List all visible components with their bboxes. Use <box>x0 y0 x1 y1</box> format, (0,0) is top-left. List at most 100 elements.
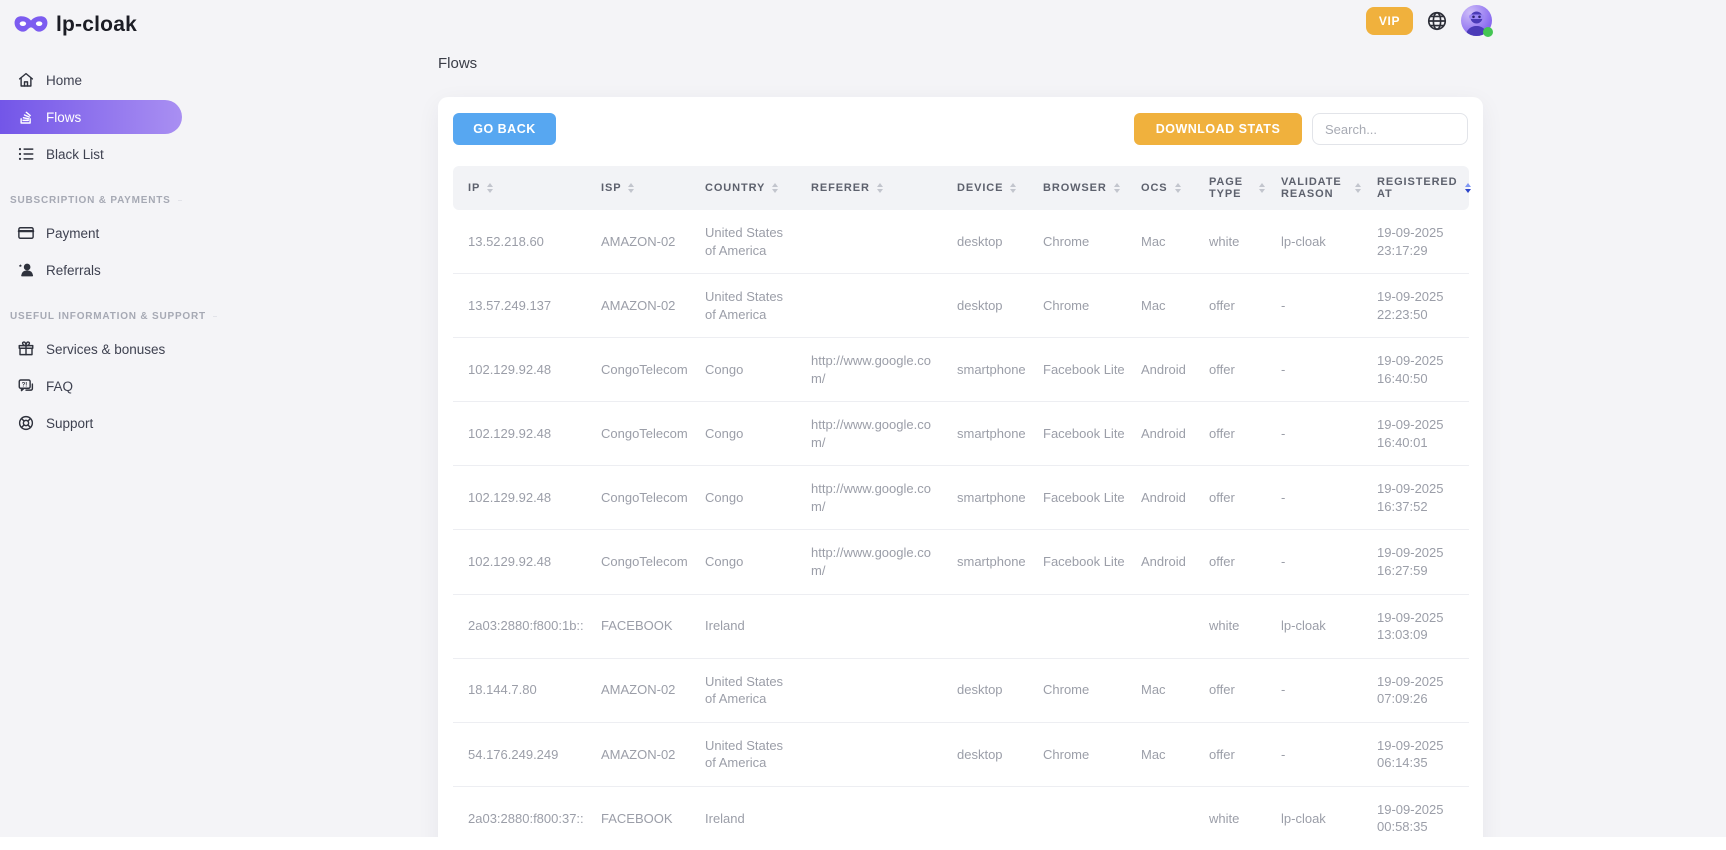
table-row: 102.129.92.48 CongoTelecom Congo http://www… <box>453 530 1469 595</box>
avatar[interactable] <box>1461 5 1493 37</box>
cell-ocs: Android <box>1141 361 1186 377</box>
cell-validate_reason: - <box>1281 746 1286 762</box>
table-row: 102.129.92.48 CongoTelecom Congo http://www… <box>453 338 1469 402</box>
sidebar-item-label: FAQ <box>46 378 74 394</box>
column-header-isp[interactable]: ISP <box>593 166 697 210</box>
sidebar-item-label: Referrals <box>46 262 101 278</box>
cell-isp: AMAZON-02 <box>601 233 676 249</box>
sidebar-item-label: Home <box>46 72 83 88</box>
cell-referer <box>803 722 949 786</box>
cell-referer: http://www.google.com/ <box>811 545 931 579</box>
online-status-dot <box>1483 27 1493 37</box>
column-header-ocs[interactable]: OCS <box>1133 166 1201 210</box>
column-label: BROWSER <box>1043 182 1107 194</box>
cell-browser: Facebook Lite <box>1043 426 1125 442</box>
column-header-referer[interactable]: REFERER <box>803 166 949 210</box>
column-header-validate-reason[interactable]: VALIDATE REASON <box>1273 166 1369 210</box>
cell-registered_at: 19-09-2025 16:27:59 <box>1377 545 1444 579</box>
cell-browser: Facebook Lite <box>1043 554 1125 570</box>
referrals-icon <box>17 261 35 279</box>
sort-icon[interactable] <box>1174 183 1181 193</box>
cell-referer: http://www.google.com/ <box>811 481 931 514</box>
cell-country: Ireland <box>705 618 745 634</box>
cell-page_type: offer <box>1209 490 1235 506</box>
cell-isp: CongoTelecom <box>601 426 688 442</box>
table-row: 18.144.7.80 AMAZON-02 United States of Ame… <box>453 658 1469 723</box>
cell-isp: CongoTelecom <box>601 490 688 506</box>
column-header-device[interactable]: DEVICE <box>949 166 1035 210</box>
sort-icon[interactable] <box>1464 183 1471 193</box>
column-label: COUNTRY <box>705 182 766 194</box>
cell-page_type: offer <box>1209 554 1235 570</box>
flows-table: IP ISP COUNTRY REFERER DEVICE BROWSER OCS PAGE … <box>453 166 1471 850</box>
column-header-page-type[interactable]: PAGE TYPE <box>1201 166 1273 210</box>
cell-referer <box>803 274 949 338</box>
cell-isp: AMAZON-02 <box>601 682 676 698</box>
cell-ocs: Android <box>1141 426 1186 442</box>
cell-isp: FACEBOOK <box>601 618 673 634</box>
cell-referer: http://www.google.com/ <box>811 417 931 450</box>
page-title: Flows <box>438 55 478 72</box>
cell-browser: Facebook Lite <box>1043 490 1125 506</box>
table-row: 2a03:2880:f800:1b:: FACEBOOK Ireland white l… <box>453 594 1469 659</box>
cell-ocs: Mac <box>1141 297 1166 313</box>
flows-icon <box>17 108 35 126</box>
sidebar-nav: Home Flows Black List SUBSCRIPTION & PAYMEN… <box>0 63 205 440</box>
globe-icon[interactable] <box>1426 10 1448 32</box>
cell-isp: CongoTelecom <box>601 554 688 570</box>
cell-validate_reason: lp-cloak <box>1281 233 1326 249</box>
cell-ocs: Android <box>1141 554 1186 570</box>
bottom-strip <box>0 837 1726 850</box>
sort-icon[interactable] <box>1010 183 1017 193</box>
cell-ocs: Android <box>1141 490 1186 506</box>
cell-ocs: Mac <box>1141 746 1166 762</box>
table-row: 2a03:2880:f800:37:: FACEBOOK Ireland white l… <box>453 786 1469 850</box>
column-header-ip[interactable]: IP <box>453 166 593 210</box>
cell-browser: Facebook Lite <box>1043 361 1125 377</box>
sort-icon[interactable] <box>1113 183 1120 193</box>
cell-country: United States of America <box>705 673 784 707</box>
sidebar-item-support[interactable]: Support <box>0 406 182 440</box>
cell-validate_reason: lp-cloak <box>1281 810 1326 826</box>
vip-button[interactable]: VIP <box>1366 6 1413 35</box>
support-icon <box>17 414 35 432</box>
cell-ocs <box>1133 594 1201 658</box>
sidebar-item-flows[interactable]: Flows <box>0 100 182 134</box>
cell-validate_reason: lp-cloak <box>1281 618 1326 634</box>
cell-page_type: offer <box>1209 297 1235 313</box>
sidebar-section-header-label: SUBSCRIPTION & PAYMENTS <box>10 195 171 206</box>
download-stats-button[interactable]: DOWNLOAD STATS <box>1134 113 1302 145</box>
table-row: 102.129.92.48 CongoTelecom Congo http://www… <box>453 466 1469 530</box>
sidebar-item-black-list[interactable]: Black List <box>0 137 182 171</box>
sidebar-item-payment[interactable]: Payment <box>0 216 182 250</box>
cell-ip: 18.144.7.80 <box>468 682 537 698</box>
sort-icon[interactable] <box>1259 183 1265 193</box>
sidebar-item-label: Services & bonuses <box>46 341 166 357</box>
sidebar-item-home[interactable]: Home <box>0 63 182 97</box>
sort-icon[interactable] <box>772 183 779 193</box>
sidebar-item-faq[interactable]: ?! FAQ <box>0 369 182 403</box>
cell-ip: 54.176.249.249 <box>468 746 559 762</box>
cell-browser: Chrome <box>1043 746 1090 762</box>
column-header-registered-at[interactable]: REGISTERED AT <box>1369 166 1471 210</box>
cell-ip: 102.129.92.48 <box>468 554 552 570</box>
sort-icon[interactable] <box>876 183 883 193</box>
cell-page_type: offer <box>1209 746 1235 762</box>
cell-country: Congo <box>705 490 744 506</box>
main-content: Flows GO BACK DOWNLOAD STATS IP ISP COUNTR… <box>438 55 1483 850</box>
cell-device: smartphone <box>957 490 1026 506</box>
cell-browser: Chrome <box>1043 233 1090 249</box>
sort-icon[interactable] <box>628 183 635 193</box>
sidebar-item-referrals[interactable]: Referrals <box>0 253 182 287</box>
mask-logo-icon <box>14 15 48 35</box>
sort-icon[interactable] <box>1355 183 1361 193</box>
column-header-browser[interactable]: BROWSER <box>1035 166 1133 210</box>
cell-validate_reason: - <box>1281 426 1286 442</box>
flows-card: GO BACK DOWNLOAD STATS IP ISP COUNTRY REFER… <box>438 97 1483 850</box>
search-input[interactable] <box>1312 113 1468 145</box>
column-header-country[interactable]: COUNTRY <box>697 166 803 210</box>
sidebar-item-services-bonuses[interactable]: Services & bonuses <box>0 332 182 366</box>
go-back-button[interactable]: GO BACK <box>453 113 556 145</box>
brand-logo[interactable]: lp-cloak <box>0 0 182 37</box>
sort-icon[interactable] <box>487 183 494 193</box>
